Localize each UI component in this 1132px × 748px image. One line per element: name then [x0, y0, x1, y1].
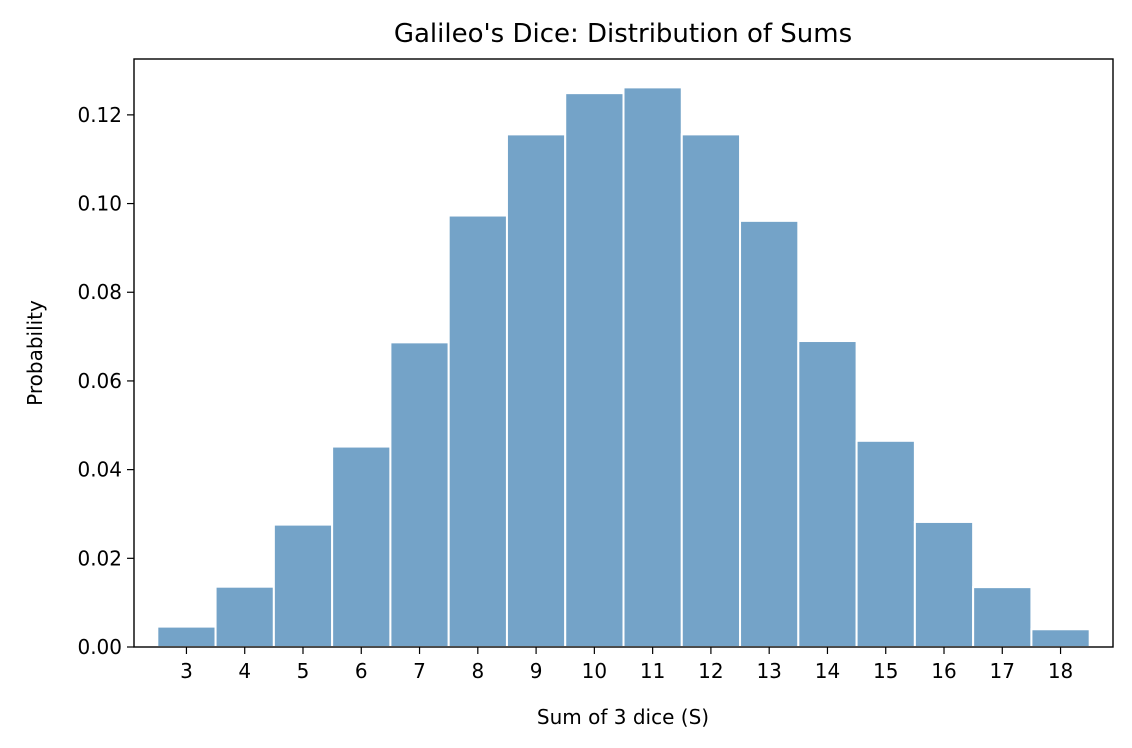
x-tick-label-3: 3	[180, 659, 193, 683]
x-tick-label-6: 6	[355, 659, 368, 683]
x-tick-label-11: 11	[640, 659, 665, 683]
x-tick-label-12: 12	[698, 659, 723, 683]
x-axis: 3 4 5 6 7 8 9 10 11 12 13 14 15 16 17 18	[180, 647, 1073, 683]
bar-18	[1030, 628, 1091, 649]
bars	[156, 86, 1091, 649]
x-tick-label-16: 16	[931, 659, 956, 683]
x-tick-label-5: 5	[297, 659, 310, 683]
y-tick-label-0.08: 0.08	[77, 280, 122, 304]
plot-frame	[133, 58, 1114, 648]
x-tick-label-4: 4	[238, 659, 251, 683]
y-axis-label: Probability	[23, 300, 47, 406]
bar-16	[913, 520, 975, 649]
bar-15	[855, 439, 916, 648]
x-tick-label-15: 15	[873, 659, 898, 683]
bar-4	[214, 585, 275, 649]
x-tick-label-8: 8	[471, 659, 484, 683]
y-tick-label-0.10: 0.10	[77, 192, 122, 216]
bar-17	[972, 586, 1033, 648]
x-tick-label-7: 7	[413, 659, 426, 683]
bar-10	[564, 92, 625, 649]
bar-9	[505, 133, 567, 648]
bar-12	[680, 133, 742, 648]
x-tick-label-14: 14	[815, 659, 840, 683]
bar-5	[272, 523, 334, 648]
bar-8	[447, 214, 508, 648]
bar-11	[622, 86, 683, 649]
y-axis: 0.00 0.02 0.04 0.06 0.08 0.10 0.12	[77, 103, 134, 659]
y-tick-label-0.12: 0.12	[77, 103, 122, 127]
y-tick-label-0.00: 0.00	[77, 635, 122, 659]
bar-7	[389, 341, 450, 648]
bar-13	[739, 219, 800, 649]
x-tick-label-9: 9	[530, 659, 543, 683]
x-tick-label-10: 10	[582, 659, 607, 683]
y-tick-label-0.06: 0.06	[77, 369, 122, 393]
x-tick-label-13: 13	[756, 659, 781, 683]
bar-6	[331, 445, 392, 648]
chart-title: Galileo's Dice: Distribution of Sums	[394, 19, 852, 49]
x-axis-label: Sum of 3 dice (S)	[537, 705, 709, 729]
x-tick-label-18: 18	[1048, 659, 1073, 683]
y-tick-label-0.02: 0.02	[77, 546, 122, 570]
bar-3	[156, 625, 217, 648]
x-tick-label-17: 17	[990, 659, 1015, 683]
bar-14	[797, 340, 858, 648]
y-tick-label-0.04: 0.04	[77, 458, 122, 482]
